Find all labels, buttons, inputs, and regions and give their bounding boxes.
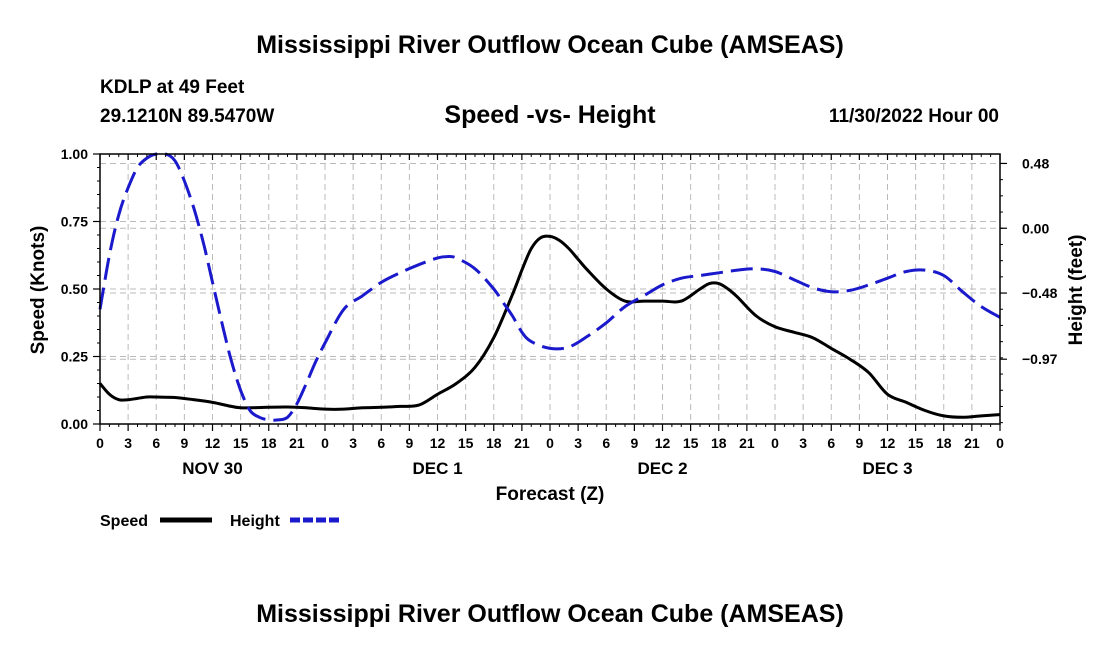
x-tick-label: 18 [261,435,277,451]
x-tick-label: 9 [630,435,638,451]
day-label: DEC 3 [862,459,912,478]
y2-tick-label: 0.00 [1022,220,1049,236]
x-tick-label: 6 [827,435,835,451]
coordinates-label: 29.1210N 89.5470W [100,106,275,127]
x-tick-label: 0 [321,435,329,451]
footer-title: Mississippi River Outflow Ocean Cube (AM… [256,600,844,628]
legend-speed-label: Speed [100,513,148,530]
x-tick-label: 9 [180,435,188,451]
axis-labels: 0 3 6 9 12 15 18 21 0 3 6 9 12 15 18 21 0 3 6 9 12 15 18 21 0 3 6 9… [61,146,1058,478]
x-tick-label: 15 [908,435,924,451]
x-tick-label: 12 [205,435,221,451]
series-lines [98,151,1001,422]
chart-title: Mississippi River Outflow Ocean Cube (AM… [256,31,844,59]
x-tick-label: 21 [289,435,305,451]
x-tick-label: 6 [377,435,385,451]
chart-subtitle: Speed -vs- Height [444,101,656,129]
x-tick-label: 9 [855,435,863,451]
day-label: NOV 30 [182,459,242,478]
x-tick-label: 21 [739,435,755,451]
y2-tick-label: −0.97 [1022,351,1058,367]
axis-ticks [93,153,1007,431]
grid-lines [100,154,1000,424]
x-tick-label: 12 [655,435,671,451]
x-tick-label: 15 [458,435,474,451]
x-tick-label: 3 [574,435,582,451]
x-axis-title: Forecast (Z) [496,484,605,505]
x-tick-label: 12 [430,435,446,451]
y-tick-label: 0.75 [61,214,88,230]
x-tick-label: 3 [124,435,132,451]
height-series-line [98,151,1001,422]
x-tick-label: 0 [96,435,104,451]
x-tick-label: 9 [405,435,413,451]
y-tick-label: 0.50 [61,281,88,297]
y-tick-label: 0.00 [61,416,88,432]
x-tick-label: 15 [233,435,249,451]
x-tick-label: 21 [514,435,530,451]
x-tick-label: 3 [349,435,357,451]
y-axis-title: Speed (Knots) [28,226,49,355]
x-tick-label: 21 [964,435,980,451]
x-tick-label: 0 [996,435,1004,451]
station-label: KDLP at 49 Feet [100,77,245,98]
x-tick-label: 3 [799,435,807,451]
x-tick-label: 6 [602,435,610,451]
x-tick-label: 6 [152,435,160,451]
x-tick-label: 18 [711,435,727,451]
y-tick-label: 0.25 [61,349,88,365]
legend: Speed Height [100,513,342,530]
legend-height-label: Height [230,513,280,530]
y2-axis-title: Height (feet) [1066,235,1087,346]
day-label: DEC 1 [412,459,462,478]
x-tick-label: 12 [880,435,896,451]
x-tick-label: 15 [683,435,699,451]
x-tick-label: 0 [771,435,779,451]
y2-tick-label: −0.48 [1022,285,1058,301]
day-label: DEC 2 [637,459,687,478]
x-tick-label: 0 [546,435,554,451]
y2-tick-label: 0.48 [1022,155,1049,171]
speed-series-line [98,234,1001,419]
x-tick-label: 18 [486,435,502,451]
y-tick-label: 1.00 [61,146,88,162]
forecast-datetime: 11/30/2022 Hour 00 [828,106,999,127]
x-tick-label: 18 [936,435,952,451]
